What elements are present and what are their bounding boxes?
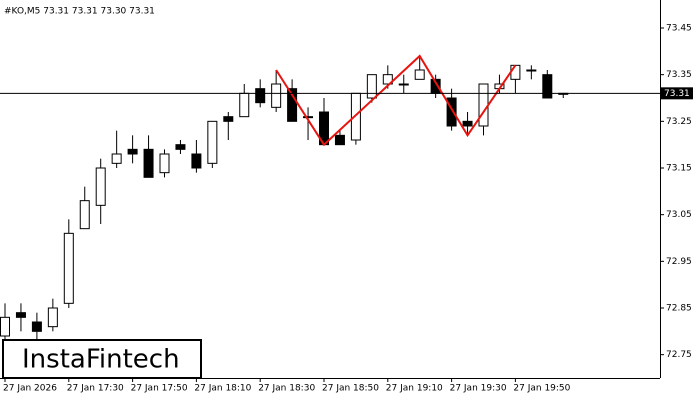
candle-body: [175, 144, 186, 150]
x-tick-label: 27 Jan 18:30: [258, 384, 315, 394]
candle-body: [303, 116, 314, 119]
candle-body: [478, 83, 489, 127]
candle-body: [239, 92, 250, 118]
y-tick-label: 73.05: [666, 210, 692, 220]
y-tick-label: 73.45: [666, 24, 692, 34]
candle-body: [111, 153, 122, 164]
candle-body: [95, 167, 106, 206]
x-tick-label: 27 Jan 19:30: [450, 384, 507, 394]
last-price-box: [661, 87, 693, 100]
x-tick-label: 27 Jan 19:50: [513, 384, 570, 394]
y-tick-label: 72.95: [666, 257, 692, 267]
y-tick-label: 73.35: [666, 70, 692, 80]
candle-body: [47, 307, 58, 328]
candle-body: [127, 148, 138, 155]
candle-body: [366, 74, 377, 99]
candle-body: [271, 83, 282, 108]
y-tick-label: 72.75: [666, 350, 692, 360]
candle-body: [462, 120, 473, 127]
pattern-line: [275, 54, 517, 147]
last-price-label: 73.31: [664, 89, 690, 99]
candle-body: [79, 200, 90, 230]
candle-body: [255, 88, 266, 104]
candle-body: [63, 232, 74, 304]
x-tick-label: 27 Jan 18:10: [194, 384, 251, 394]
candle-body: [398, 83, 409, 86]
watermark-box: [2, 339, 202, 379]
watermark: InstaFintech: [22, 345, 180, 375]
x-tick-label: 27 Jan 2026: [3, 384, 57, 394]
candle-body: [191, 153, 202, 169]
y-tick-label: 73.25: [666, 117, 692, 127]
x-tick-label: 27 Jan 19:10: [386, 384, 443, 394]
candle-body: [0, 316, 10, 337]
x-tick-label: 27 Jan 17:50: [131, 384, 188, 394]
y-tick-label: 73.15: [666, 164, 692, 174]
y-tick-label: 72.85: [666, 304, 692, 314]
candle-body: [287, 88, 298, 122]
candle-body: [382, 74, 393, 85]
candle-body: [223, 116, 234, 122]
x-tick-label: 27 Jan 18:50: [322, 384, 379, 394]
candle-body: [414, 69, 425, 80]
candle-body: [526, 69, 537, 72]
candle-body: [207, 120, 218, 164]
candle-body: [510, 64, 521, 80]
candle-body: [159, 153, 170, 174]
info-text: #KO,M5 73.31 73.31 73.30 73.31: [4, 7, 155, 17]
candle-body: [446, 97, 457, 127]
candle-body: [31, 321, 42, 332]
candle-body: [143, 148, 154, 178]
candle-body: [334, 134, 345, 146]
candle-body: [542, 74, 553, 99]
x-tick-label: 27 Jan 17:30: [67, 384, 124, 394]
candle-body: [15, 312, 26, 318]
